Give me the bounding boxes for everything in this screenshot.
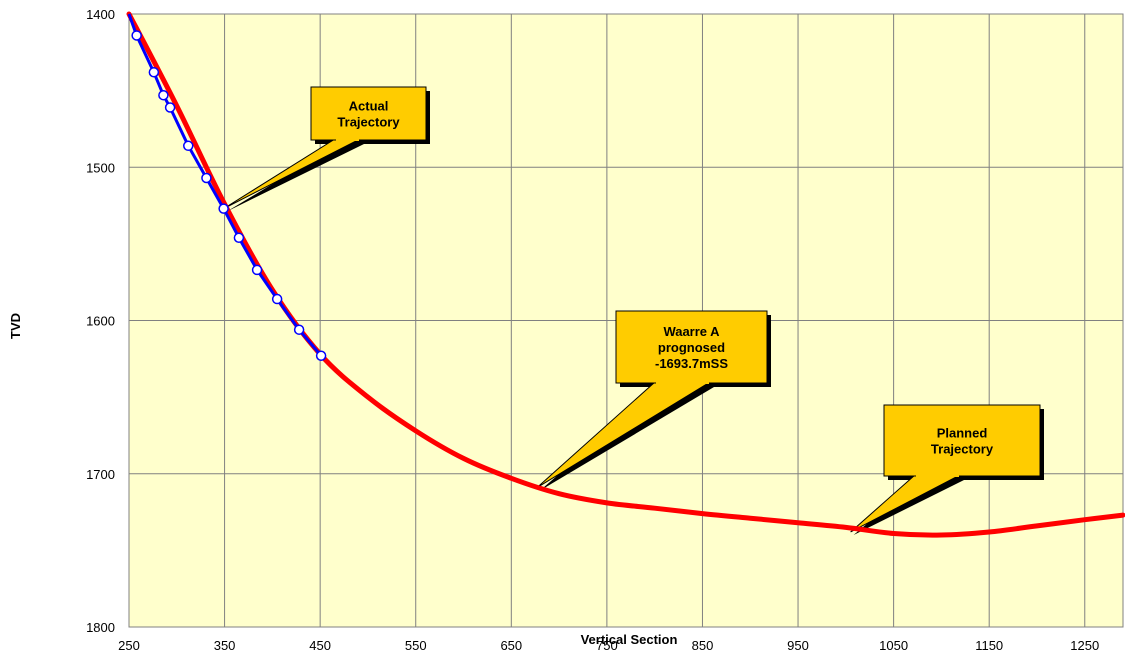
callout-box: [615, 310, 768, 384]
callout-box: [883, 404, 1041, 477]
actual-survey-point: [148, 66, 160, 78]
x-tick-label: 250: [118, 638, 140, 653]
callout-text-line: Trajectory: [337, 115, 400, 130]
actual-survey-point: [201, 172, 212, 184]
actual-survey-point: [233, 232, 245, 243]
x-tick-label: 1050: [879, 638, 908, 653]
x-tick-labels: 250 350 450 550 650 750 850 950 1050 1150 1250: [118, 638, 1099, 653]
callout-text-line: -1693.7mSS: [655, 356, 728, 371]
actual-survey-point: [183, 140, 194, 152]
callout-text-line: Trajectory: [931, 442, 994, 457]
actual-survey-point: [271, 293, 283, 305]
callout-pointer-shadow: [540, 387, 714, 491]
callout-pointer-shadow: [226, 144, 364, 212]
x-tick-label: 650: [500, 638, 522, 653]
callout-pointer-shadow: [853, 480, 964, 535]
callout-text-line: prognosed: [658, 340, 725, 355]
x-axis-title: Vertical Section: [581, 632, 678, 647]
y-tick-label: 1700: [86, 467, 115, 482]
x-tick-label: 1150: [975, 638, 1003, 653]
x-tick-label: 750: [596, 638, 618, 653]
y-tick-label: 1400: [86, 7, 115, 22]
x-tick-label: 1250: [1070, 638, 1099, 653]
actual-survey-point: [315, 350, 327, 361]
y-axis-title: TVD: [8, 313, 23, 339]
actual-survey-point: [131, 30, 142, 41]
x-tick-label: 350: [214, 638, 236, 653]
x-tick-label: 950: [787, 638, 809, 653]
actual-survey-point: [164, 102, 176, 113]
x-tick-label: 550: [405, 638, 427, 653]
actual-survey-point: [158, 89, 169, 101]
y-tick-labels: 1400 1500 1600 1700 1800: [86, 7, 115, 635]
y-tick-label: 1600: [86, 314, 115, 329]
actual-survey-point: [251, 264, 263, 276]
callout-box: [310, 86, 427, 141]
actual-survey-point: [218, 203, 229, 214]
callout-text-line: Planned: [937, 426, 988, 441]
y-tick-label: 1500: [86, 160, 115, 175]
callout-text-line: Waarre A: [663, 324, 720, 339]
callout-text-line: Actual: [349, 99, 389, 114]
y-tick-label: 1800: [86, 620, 115, 635]
x-tick-label: 850: [692, 638, 714, 653]
actual-survey-point: [293, 324, 305, 335]
x-tick-label: 450: [309, 638, 331, 653]
marker-layer: [131, 30, 327, 361]
